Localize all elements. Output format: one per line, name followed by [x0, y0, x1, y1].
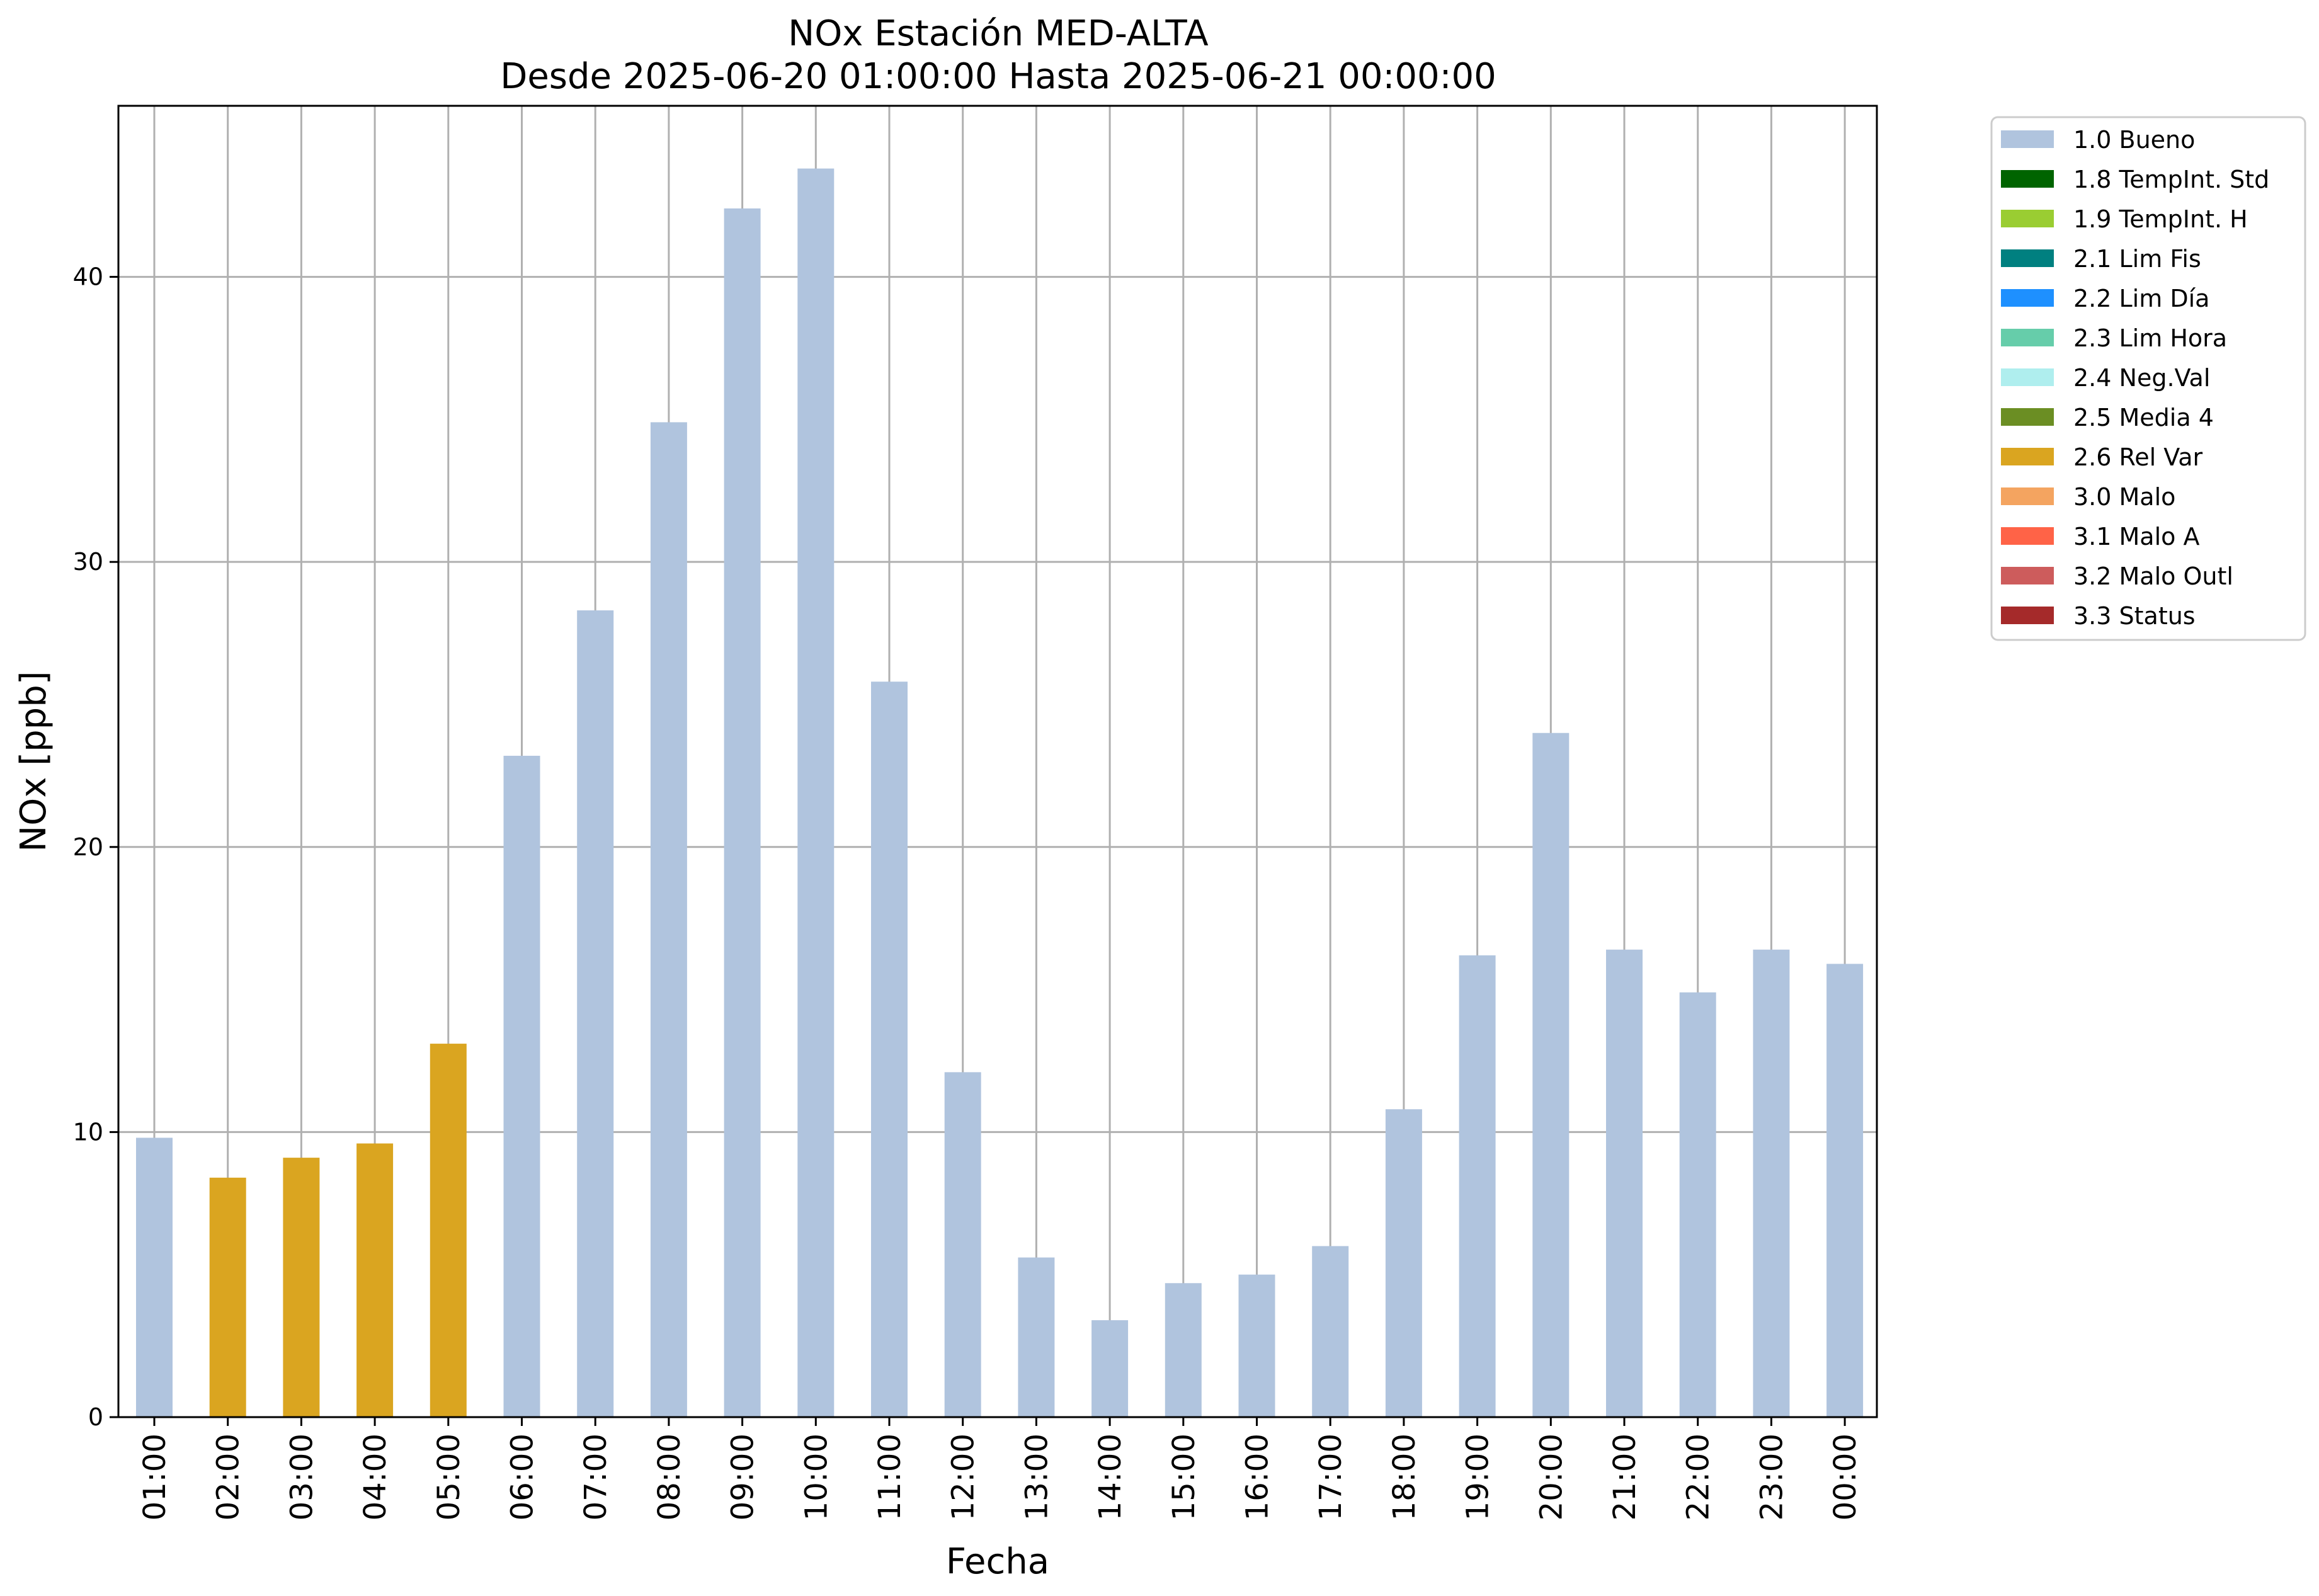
- bar: [209, 1177, 246, 1417]
- legend-swatch: [2001, 567, 2054, 584]
- legend-box: [1990, 116, 2306, 641]
- y-tick-label: 20: [73, 833, 103, 861]
- legend-swatch: [2001, 249, 2054, 267]
- legend-label: 3.2 Malo Outl: [2073, 562, 2233, 590]
- x-tick-label: 15:00: [1166, 1434, 1202, 1520]
- legend-swatch: [2001, 607, 2054, 624]
- bar: [356, 1143, 394, 1417]
- x-tick-label: 09:00: [726, 1434, 761, 1520]
- x-tick-label: 02:00: [211, 1434, 246, 1520]
- bar: [1532, 732, 1570, 1417]
- bar: [1753, 949, 1790, 1417]
- legend-label: 3.1 Malo A: [2073, 523, 2199, 550]
- legend-label: 2.2 Lim Día: [2073, 285, 2209, 312]
- bar: [650, 422, 687, 1417]
- bar: [577, 610, 614, 1417]
- x-tick-label: 23:00: [1754, 1434, 1789, 1520]
- legend-swatch: [2001, 130, 2054, 148]
- y-axis-label: NOx [ppb]: [13, 671, 54, 852]
- legend-swatch: [2001, 368, 2054, 386]
- legend-label: 2.1 Lim Fis: [2073, 245, 2201, 273]
- x-axis-label: Fecha: [946, 1541, 1049, 1582]
- x-axis-ticks: 01:00 02:00 03:00 04:00 05:00 06:00 07:00 08:00…: [137, 1417, 1863, 1520]
- bar: [1606, 949, 1643, 1417]
- bar: [797, 168, 835, 1417]
- x-tick-label: 21:00: [1607, 1434, 1643, 1520]
- legend-swatch: [2001, 210, 2054, 227]
- bar: [136, 1137, 173, 1417]
- y-tick-label: 10: [73, 1118, 103, 1146]
- chart-title: NOx Estación MED-ALTA: [788, 13, 1208, 54]
- x-tick-label: 01:00: [137, 1434, 173, 1520]
- x-tick-label: 04:00: [358, 1434, 393, 1520]
- bar: [1385, 1109, 1422, 1417]
- bar: [430, 1044, 467, 1417]
- legend-label: 3.0 Malo: [2073, 483, 2175, 511]
- x-tick-label: 22:00: [1681, 1434, 1716, 1520]
- y-axis-ticks: 0 10 20 30 40: [73, 263, 118, 1431]
- legend-label: 1.8 TempInt. Std: [2073, 166, 2269, 193]
- bar: [1826, 964, 1864, 1417]
- x-tick-label: 00:00: [1828, 1434, 1863, 1520]
- x-tick-label: 18:00: [1387, 1434, 1422, 1520]
- x-tick-label: 16:00: [1240, 1434, 1275, 1520]
- legend-label: 2.3 Lim Hora: [2073, 324, 2227, 352]
- legend-label: 1.9 TempInt. H: [2073, 205, 2248, 233]
- bar: [1459, 955, 1496, 1417]
- legend-swatch: [2001, 527, 2054, 545]
- chart-subtitle: Desde 2025-06-20 01:00:00 Hasta 2025-06-…: [500, 56, 1496, 97]
- bar: [871, 681, 908, 1417]
- x-tick-label: 13:00: [1019, 1434, 1054, 1520]
- plot-frame: [117, 105, 1878, 1418]
- x-tick-label: 14:00: [1093, 1434, 1128, 1520]
- legend-swatch: [2001, 289, 2054, 307]
- legend-swatch: [2001, 329, 2054, 346]
- y-tick-label: 30: [73, 548, 103, 576]
- bar: [1238, 1274, 1275, 1417]
- bar: [944, 1072, 981, 1417]
- bar: [1165, 1283, 1202, 1417]
- bar: [1018, 1257, 1055, 1417]
- x-tick-label: 07:00: [578, 1434, 613, 1520]
- x-tick-label: 06:00: [505, 1434, 540, 1520]
- bar: [724, 208, 761, 1418]
- x-tick-label: 12:00: [946, 1434, 981, 1520]
- x-tick-label: 08:00: [652, 1434, 687, 1520]
- x-tick-label: 05:00: [431, 1434, 467, 1520]
- y-tick-label: 40: [73, 263, 103, 291]
- legend-swatch: [2001, 408, 2054, 426]
- legend-swatch: [2001, 487, 2054, 505]
- x-tick-label: 19:00: [1461, 1434, 1496, 1520]
- bar-series: [136, 168, 1864, 1418]
- legend-label: 2.5 Media 4: [2073, 404, 2214, 431]
- bar: [1312, 1246, 1349, 1417]
- bar: [1679, 992, 1716, 1417]
- x-tick-label: 17:00: [1313, 1434, 1348, 1520]
- bar: [1091, 1320, 1129, 1417]
- legend-swatch: [2001, 448, 2054, 465]
- bar: [283, 1158, 320, 1417]
- legend: 1.0 Bueno 1.8 TempInt. Std 1.9 TempInt. H 2…: [1990, 116, 2306, 641]
- legend-label: 1.0 Bueno: [2073, 126, 2195, 154]
- x-tick-label: 03:00: [284, 1434, 319, 1520]
- y-tick-label: 0: [88, 1403, 103, 1431]
- x-tick-label: 20:00: [1534, 1434, 1569, 1520]
- legend-label: 3.3 Status: [2073, 602, 2196, 630]
- x-tick-label: 11:00: [872, 1434, 908, 1520]
- legend-items: 1.0 Bueno 1.8 TempInt. Std 1.9 TempInt. H 2…: [2001, 126, 2269, 630]
- bar: [503, 755, 540, 1417]
- legend-label: 2.6 Rel Var: [2073, 443, 2203, 471]
- x-tick-label: 10:00: [799, 1434, 834, 1520]
- legend-swatch: [2001, 170, 2054, 188]
- legend-label: 2.4 Neg.Val: [2073, 364, 2210, 392]
